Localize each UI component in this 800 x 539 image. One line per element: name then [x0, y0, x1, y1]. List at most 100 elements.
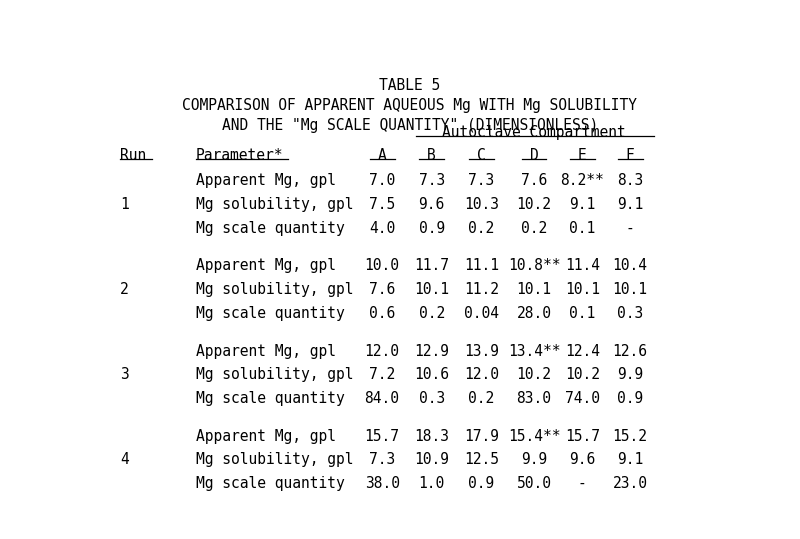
Text: -: -: [626, 221, 634, 236]
Text: COMPARISON OF APPARENT AQUEOUS Mg WITH Mg SOLUBILITY: COMPARISON OF APPARENT AQUEOUS Mg WITH M…: [182, 98, 638, 113]
Text: 0.2: 0.2: [468, 221, 494, 236]
Text: 0.1: 0.1: [570, 221, 595, 236]
Text: 4: 4: [120, 452, 129, 467]
Text: 7.3: 7.3: [418, 174, 445, 189]
Text: 12.0: 12.0: [365, 343, 400, 358]
Text: 0.9: 0.9: [468, 476, 494, 491]
Text: 9.9: 9.9: [521, 452, 547, 467]
Text: 8.2**: 8.2**: [561, 174, 604, 189]
Text: 3: 3: [120, 367, 129, 382]
Text: Autoclave Compartment: Autoclave Compartment: [442, 125, 626, 140]
Text: 0.9: 0.9: [617, 391, 643, 406]
Text: 18.3: 18.3: [414, 429, 450, 444]
Text: 83.0: 83.0: [517, 391, 551, 406]
Text: 9.1: 9.1: [617, 197, 643, 212]
Text: A: A: [378, 148, 386, 163]
Text: TABLE 5: TABLE 5: [379, 78, 441, 93]
Text: 12.6: 12.6: [613, 343, 648, 358]
Text: 10.2: 10.2: [517, 197, 551, 212]
Text: Mg scale quantity: Mg scale quantity: [196, 391, 345, 406]
Text: 10.2: 10.2: [565, 367, 600, 382]
Text: Mg solubility, gpl: Mg solubility, gpl: [196, 367, 354, 382]
Text: Apparent Mg, gpl: Apparent Mg, gpl: [196, 343, 336, 358]
Text: Mg scale quantity: Mg scale quantity: [196, 306, 345, 321]
Text: 15.4**: 15.4**: [508, 429, 560, 444]
Text: 0.3: 0.3: [617, 306, 643, 321]
Text: 10.6: 10.6: [414, 367, 450, 382]
Text: 11.4: 11.4: [565, 259, 600, 273]
Text: 0.2: 0.2: [468, 391, 494, 406]
Text: 28.0: 28.0: [517, 306, 551, 321]
Text: B: B: [427, 148, 436, 163]
Text: 15.2: 15.2: [613, 429, 648, 444]
Text: 0.3: 0.3: [418, 391, 445, 406]
Text: Apparent Mg, gpl: Apparent Mg, gpl: [196, 259, 336, 273]
Text: 0.04: 0.04: [464, 306, 499, 321]
Text: 11.7: 11.7: [414, 259, 450, 273]
Text: 10.4: 10.4: [613, 259, 648, 273]
Text: 7.3: 7.3: [369, 452, 395, 467]
Text: 7.5: 7.5: [369, 197, 395, 212]
Text: 12.9: 12.9: [414, 343, 450, 358]
Text: 9.1: 9.1: [617, 452, 643, 467]
Text: 9.9: 9.9: [617, 367, 643, 382]
Text: F: F: [626, 148, 634, 163]
Text: 10.1: 10.1: [414, 282, 450, 297]
Text: AND THE "Mg SCALE QUANTITY" (DIMENSIONLESS): AND THE "Mg SCALE QUANTITY" (DIMENSIONLE…: [222, 118, 598, 133]
Text: 7.6: 7.6: [369, 282, 395, 297]
Text: 13.4**: 13.4**: [508, 343, 560, 358]
Text: D: D: [530, 148, 538, 163]
Text: 12.4: 12.4: [565, 343, 600, 358]
Text: 0.1: 0.1: [570, 306, 595, 321]
Text: 10.3: 10.3: [464, 197, 499, 212]
Text: 1.0: 1.0: [418, 476, 445, 491]
Text: Run: Run: [120, 148, 146, 163]
Text: 10.1: 10.1: [565, 282, 600, 297]
Text: 0.6: 0.6: [369, 306, 395, 321]
Text: 0.9: 0.9: [418, 221, 445, 236]
Text: 10.9: 10.9: [414, 452, 450, 467]
Text: 2: 2: [120, 282, 129, 297]
Text: 1: 1: [120, 197, 129, 212]
Text: Apparent Mg, gpl: Apparent Mg, gpl: [196, 174, 336, 189]
Text: 10.0: 10.0: [365, 259, 400, 273]
Text: 17.9: 17.9: [464, 429, 499, 444]
Text: Mg solubility, gpl: Mg solubility, gpl: [196, 282, 354, 297]
Text: Mg scale quantity: Mg scale quantity: [196, 476, 345, 491]
Text: 9.6: 9.6: [570, 452, 595, 467]
Text: 0.2: 0.2: [418, 306, 445, 321]
Text: 50.0: 50.0: [517, 476, 551, 491]
Text: 10.1: 10.1: [613, 282, 648, 297]
Text: Mg solubility, gpl: Mg solubility, gpl: [196, 197, 354, 212]
Text: 10.1: 10.1: [517, 282, 551, 297]
Text: 0.2: 0.2: [521, 221, 547, 236]
Text: C: C: [477, 148, 486, 163]
Text: E: E: [578, 148, 586, 163]
Text: 15.7: 15.7: [365, 429, 400, 444]
Text: 11.1: 11.1: [464, 259, 499, 273]
Text: 7.6: 7.6: [521, 174, 547, 189]
Text: Mg scale quantity: Mg scale quantity: [196, 221, 345, 236]
Text: 8.3: 8.3: [617, 174, 643, 189]
Text: 11.2: 11.2: [464, 282, 499, 297]
Text: 10.8**: 10.8**: [508, 259, 560, 273]
Text: 12.5: 12.5: [464, 452, 499, 467]
Text: 38.0: 38.0: [365, 476, 400, 491]
Text: 74.0: 74.0: [565, 391, 600, 406]
Text: 23.0: 23.0: [613, 476, 648, 491]
Text: 10.2: 10.2: [517, 367, 551, 382]
Text: 7.0: 7.0: [369, 174, 395, 189]
Text: 13.9: 13.9: [464, 343, 499, 358]
Text: -: -: [578, 476, 586, 491]
Text: Mg solubility, gpl: Mg solubility, gpl: [196, 452, 354, 467]
Text: 12.0: 12.0: [464, 367, 499, 382]
Text: Parameter*: Parameter*: [196, 148, 284, 163]
Text: 15.7: 15.7: [565, 429, 600, 444]
Text: Apparent Mg, gpl: Apparent Mg, gpl: [196, 429, 336, 444]
Text: 9.1: 9.1: [570, 197, 595, 212]
Text: 4.0: 4.0: [369, 221, 395, 236]
Text: 7.2: 7.2: [369, 367, 395, 382]
Text: 9.6: 9.6: [418, 197, 445, 212]
Text: 84.0: 84.0: [365, 391, 400, 406]
Text: 7.3: 7.3: [468, 174, 494, 189]
